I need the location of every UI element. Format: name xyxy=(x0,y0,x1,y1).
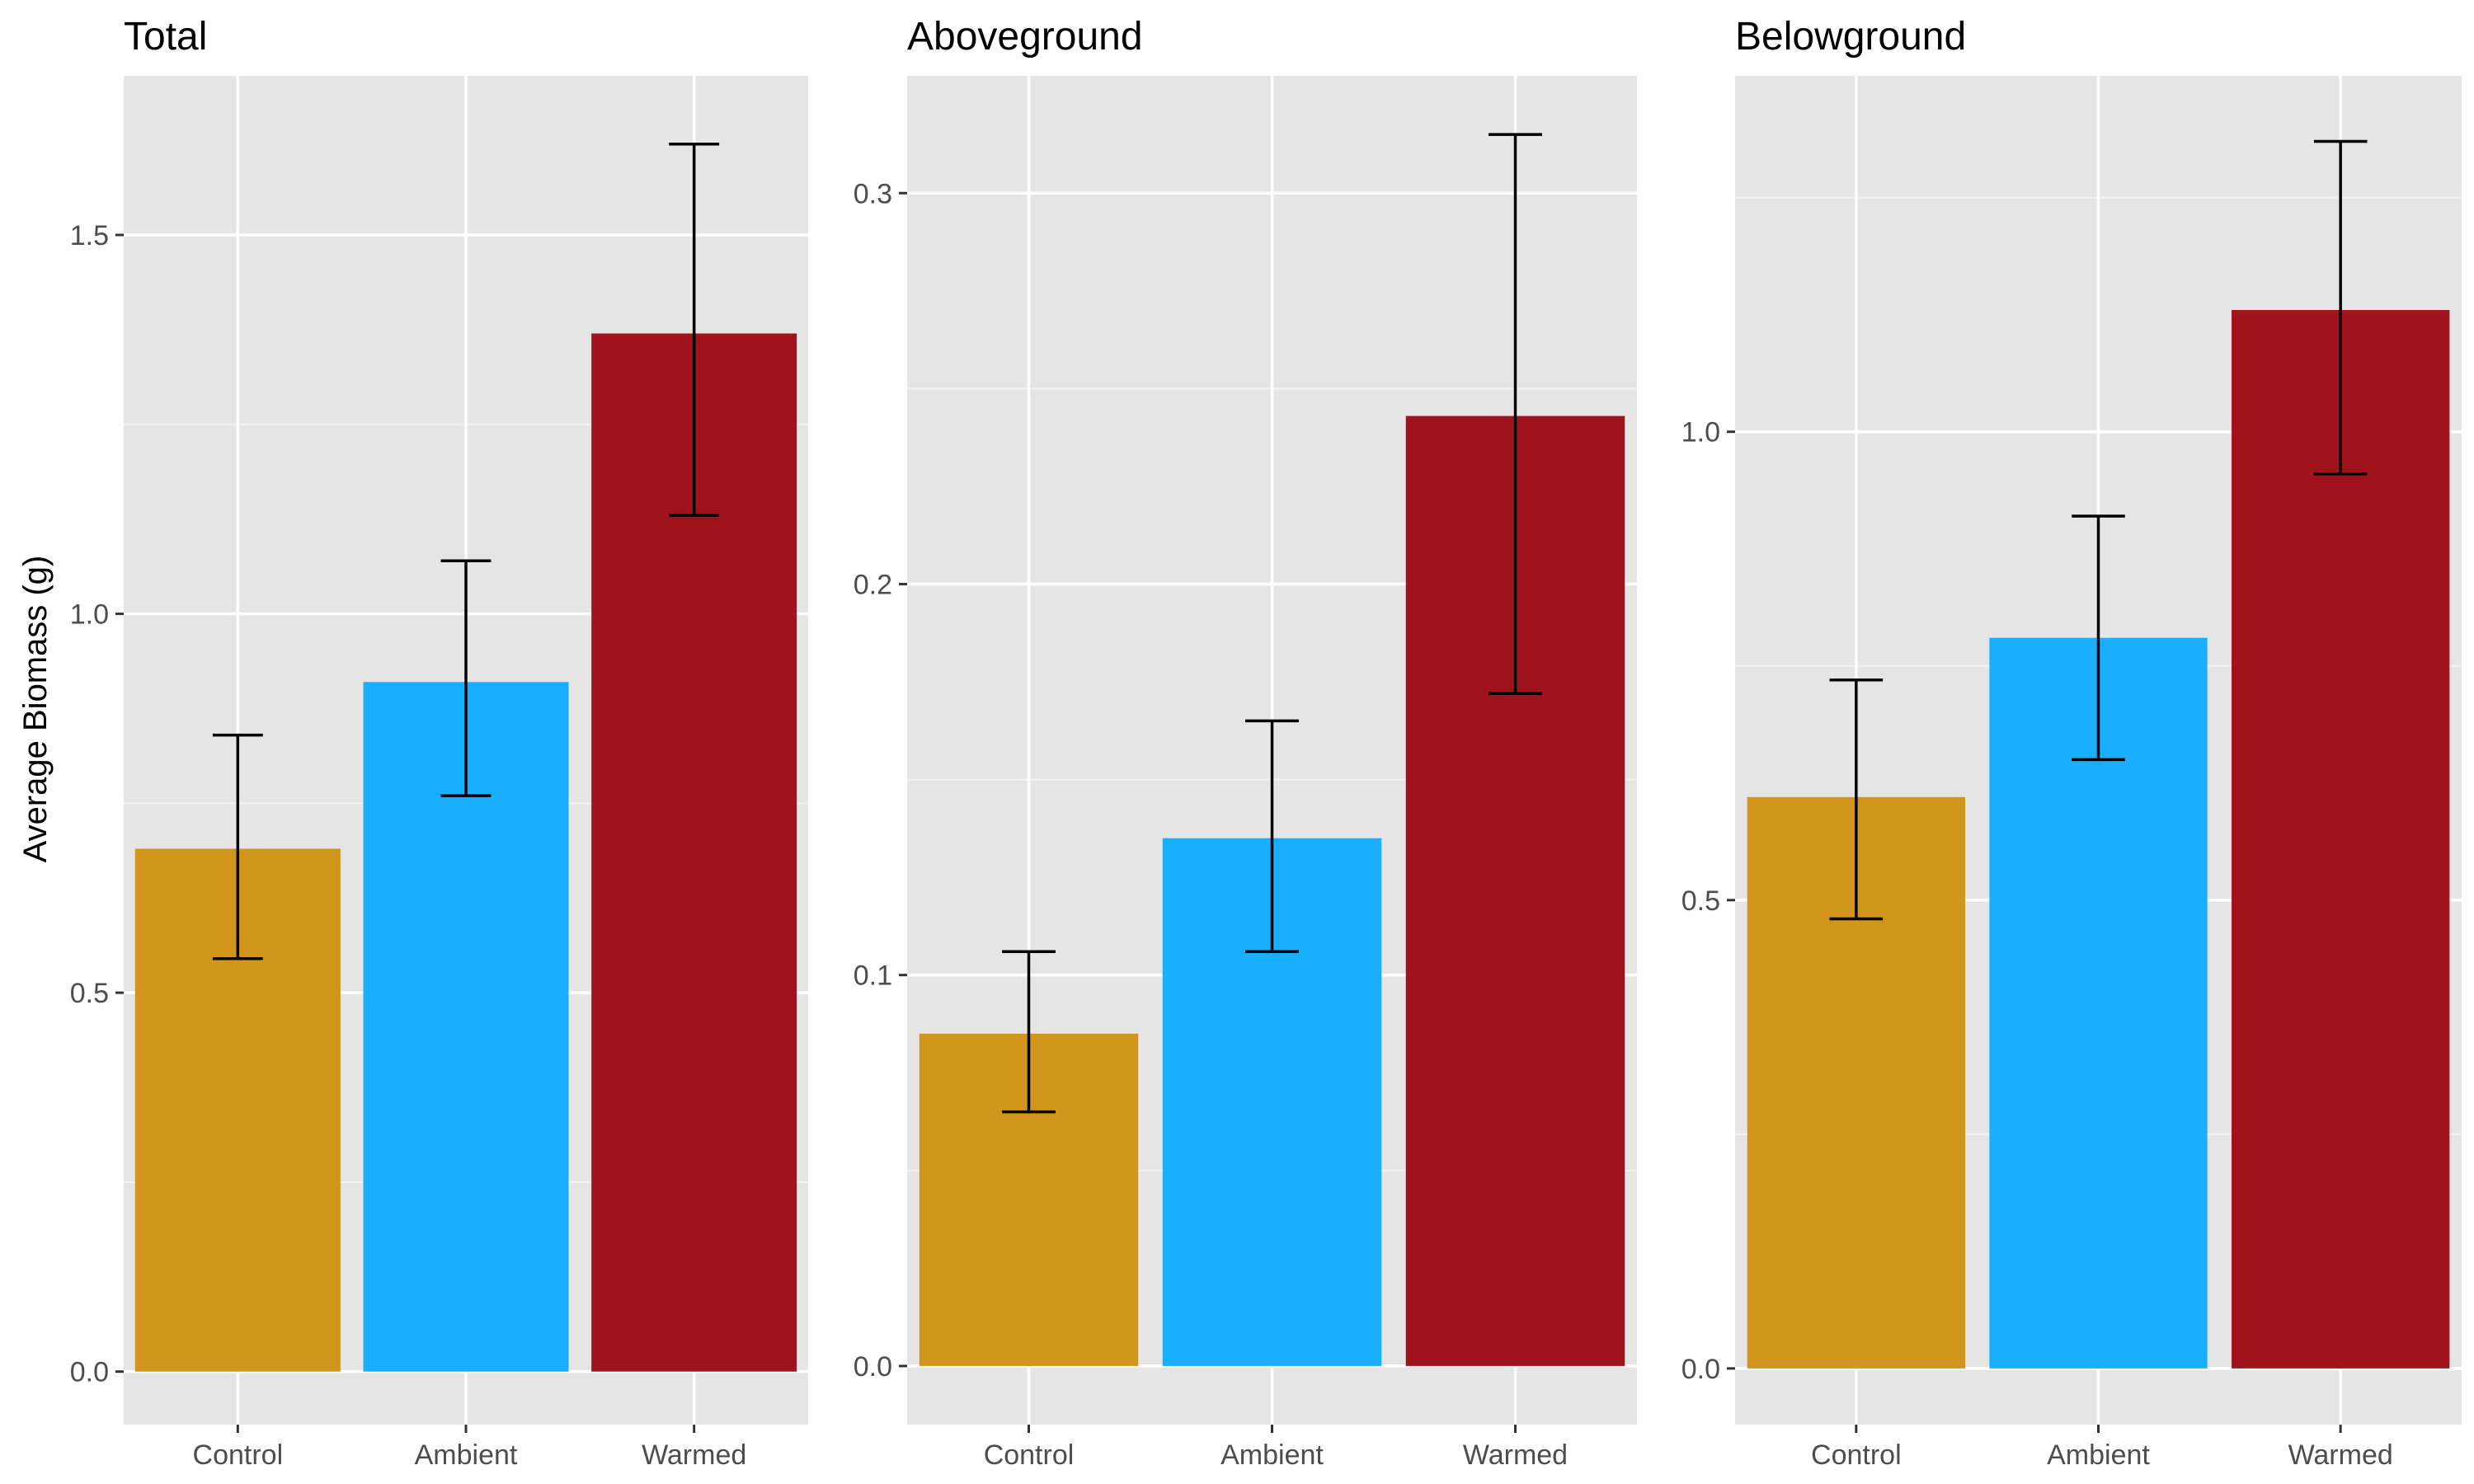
x-tick-label: Warmed xyxy=(642,1439,746,1471)
y-axis-title: Average Biomass (g) xyxy=(17,556,54,863)
bar-warmed xyxy=(2232,310,2450,1369)
panel-total: 0.0 0.5 1.0 1.5 Control Ambient Warmed Total xyxy=(70,15,808,1471)
x-tick-label: Warmed xyxy=(1463,1439,1568,1471)
y-tick-label: 0.0 xyxy=(854,1351,892,1383)
y-tick-label: 0.0 xyxy=(1681,1354,1720,1385)
x-tick-label: Control xyxy=(1811,1439,1902,1471)
y-tick-label: 1.0 xyxy=(70,599,109,631)
x-tick-label: Ambient xyxy=(2047,1439,2150,1471)
x-tick-label: Ambient xyxy=(1221,1439,1324,1471)
y-tick-label: 0.2 xyxy=(854,569,892,600)
error-bar-warmed xyxy=(2313,139,2368,476)
x-tick-label: Control xyxy=(193,1439,284,1471)
error-bar-control xyxy=(1829,679,1884,921)
error-bar-control xyxy=(1002,950,1056,1114)
panel-belowground: 0.0 0.5 1.0 Control Ambient Warmed Belowground xyxy=(1681,15,2462,1471)
error-bar-ambient xyxy=(2072,514,2125,762)
x-tick-label: Control xyxy=(984,1439,1075,1471)
y-tick-label: 0.3 xyxy=(854,178,892,209)
panel-aboveground: 0.0 0.1 0.2 0.3 Control Ambient Warmed Abovegro… xyxy=(854,15,1637,1471)
error-bar-control xyxy=(212,733,263,960)
error-bar-ambient xyxy=(1245,719,1299,953)
y-tick-label: 0.1 xyxy=(854,960,892,992)
error-bar-ambient xyxy=(440,559,492,797)
x-tick-label: Ambient xyxy=(415,1439,518,1471)
y-tick-label: 0.5 xyxy=(70,978,109,1009)
y-tick-label: 0.5 xyxy=(1681,885,1720,917)
panel-title: Aboveground xyxy=(907,15,1143,59)
y-tick-label: 0.0 xyxy=(70,1357,109,1388)
y-tick-label: 1.5 xyxy=(70,220,109,251)
error-bar-warmed xyxy=(669,142,720,517)
panel-title: Belowground xyxy=(1735,15,1966,59)
panel-title: Total xyxy=(124,15,207,59)
y-tick-label: 1.0 xyxy=(1681,417,1720,448)
error-bar-warmed xyxy=(1489,133,1542,695)
x-tick-label: Warmed xyxy=(2288,1439,2393,1471)
